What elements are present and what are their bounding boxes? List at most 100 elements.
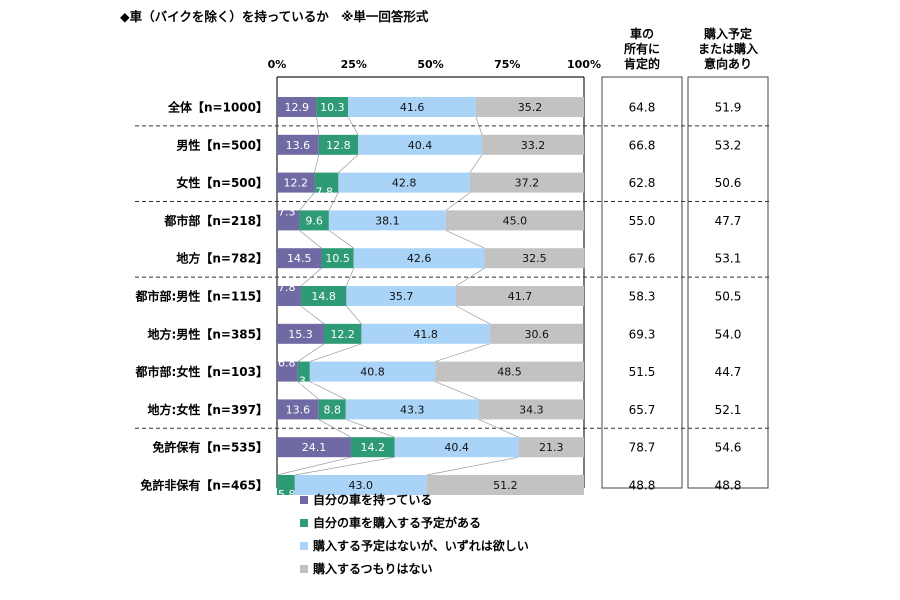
data-label: 13.6 bbox=[286, 139, 311, 152]
column-value: 50.6 bbox=[715, 176, 742, 190]
legend-swatch bbox=[300, 565, 308, 573]
data-label: 7.3 bbox=[278, 205, 296, 218]
column-value: 47.7 bbox=[715, 214, 742, 228]
x-tick-label: 50% bbox=[417, 58, 443, 71]
bar-segment bbox=[323, 323, 362, 344]
data-label: 40.4 bbox=[408, 139, 433, 152]
series-connector-line bbox=[328, 192, 339, 211]
row-label: 全体【n=1000】 bbox=[167, 100, 268, 115]
bar-segment bbox=[277, 248, 322, 269]
series-connector-line bbox=[346, 268, 355, 287]
x-tick-label: 25% bbox=[341, 58, 367, 71]
column-value: 53.1 bbox=[715, 252, 742, 266]
series-connector-line bbox=[455, 267, 485, 287]
x-tick-label: 75% bbox=[494, 58, 520, 71]
data-label: 41.8 bbox=[413, 328, 438, 341]
data-label: 12.2 bbox=[330, 328, 355, 341]
bar-segment bbox=[314, 172, 339, 193]
row-label: 都市部:男性【n=115】 bbox=[135, 289, 268, 304]
series-connector-line bbox=[318, 419, 352, 438]
data-label: 21.3 bbox=[539, 441, 564, 454]
bar-segment bbox=[445, 210, 584, 231]
data-label: 35.7 bbox=[389, 290, 414, 303]
series-connector-line bbox=[299, 230, 322, 249]
data-label: 51.2 bbox=[493, 479, 518, 492]
series-connector-line bbox=[297, 381, 319, 400]
series-connector-line bbox=[314, 154, 320, 173]
bar-segment bbox=[455, 286, 584, 306]
data-label: 13.6 bbox=[286, 403, 311, 416]
bar-segment bbox=[358, 134, 483, 155]
series-connector-line bbox=[346, 305, 362, 325]
bar-segment bbox=[297, 361, 310, 382]
bar-segment bbox=[361, 323, 490, 344]
bar-segment bbox=[277, 475, 295, 495]
x-tick-label: 0% bbox=[268, 58, 287, 71]
bar-segment bbox=[318, 399, 346, 420]
bar-segment bbox=[482, 134, 584, 155]
column-value: 51.9 bbox=[715, 101, 742, 115]
series-connector-line bbox=[294, 456, 395, 476]
data-label: 12.8 bbox=[326, 139, 351, 152]
row-label: 免許保有【n=535】 bbox=[152, 440, 268, 455]
bar-segment bbox=[277, 210, 300, 231]
bar-segment bbox=[277, 361, 298, 382]
data-label: 40.8 bbox=[360, 366, 385, 379]
data-label: 8.8 bbox=[324, 403, 342, 416]
data-label: 7.8 bbox=[315, 186, 333, 199]
bar-segment bbox=[469, 172, 584, 193]
series-connector-line bbox=[434, 381, 479, 400]
column-value: 64.8 bbox=[629, 101, 656, 115]
column-value: 54.6 bbox=[715, 441, 742, 455]
data-label: 12.2 bbox=[283, 177, 308, 190]
data-label: 41.6 bbox=[400, 101, 425, 114]
legend-label: 購入するつもりはない bbox=[312, 561, 433, 576]
series-connector-line bbox=[300, 267, 322, 287]
column-value: 62.8 bbox=[629, 176, 656, 190]
column-header: または購入 bbox=[698, 41, 758, 56]
column-header: 所有に bbox=[624, 41, 660, 56]
side-column-box-1 bbox=[601, 76, 683, 489]
column-value: 66.8 bbox=[629, 138, 656, 152]
column-header: 肯定的 bbox=[624, 56, 660, 71]
data-label: 12.9 bbox=[285, 101, 310, 114]
data-label: 14.8 bbox=[311, 290, 336, 303]
bar-segment bbox=[489, 323, 584, 344]
series-connector-line bbox=[299, 192, 315, 211]
bar-segment bbox=[318, 134, 359, 155]
column-value: 48.8 bbox=[629, 479, 656, 493]
bar-segment bbox=[394, 437, 519, 458]
bar-segment bbox=[353, 248, 485, 269]
bar-segment bbox=[300, 286, 347, 306]
column-value: 69.3 bbox=[629, 327, 656, 341]
column-value: 53.2 bbox=[715, 138, 742, 152]
column-value: 65.7 bbox=[629, 403, 656, 417]
row-label: 地方:男性【n=385】 bbox=[148, 326, 268, 341]
column-value: 55.0 bbox=[629, 214, 656, 228]
data-label: 37.2 bbox=[515, 177, 540, 190]
bar-segment bbox=[277, 134, 319, 155]
column-value: 78.7 bbox=[629, 441, 656, 455]
bar-segment bbox=[345, 399, 479, 420]
data-label: 38.1 bbox=[375, 214, 400, 227]
series-connector-line bbox=[297, 343, 325, 362]
series-connector-line bbox=[478, 419, 519, 438]
data-label: 10.3 bbox=[320, 101, 345, 114]
data-label: 41.7 bbox=[508, 290, 533, 303]
bar-segment bbox=[294, 475, 427, 495]
bar-segment bbox=[316, 97, 349, 117]
series-connector-line bbox=[338, 154, 359, 173]
bar-segment bbox=[321, 248, 354, 269]
data-label: 6.8 bbox=[278, 357, 296, 370]
row-label: 免許非保有【n=465】 bbox=[140, 478, 268, 493]
bar-segment bbox=[277, 286, 301, 306]
legend-swatch bbox=[300, 519, 308, 527]
data-label: 32.5 bbox=[522, 252, 547, 265]
column-header: 購入予定 bbox=[703, 26, 752, 41]
bar-segment bbox=[518, 437, 584, 458]
column-value: 51.5 bbox=[629, 365, 656, 379]
bar-segment bbox=[426, 475, 584, 495]
series-connector-line bbox=[309, 381, 346, 400]
series-connector-line bbox=[316, 116, 320, 135]
column-value: 67.6 bbox=[629, 252, 656, 266]
